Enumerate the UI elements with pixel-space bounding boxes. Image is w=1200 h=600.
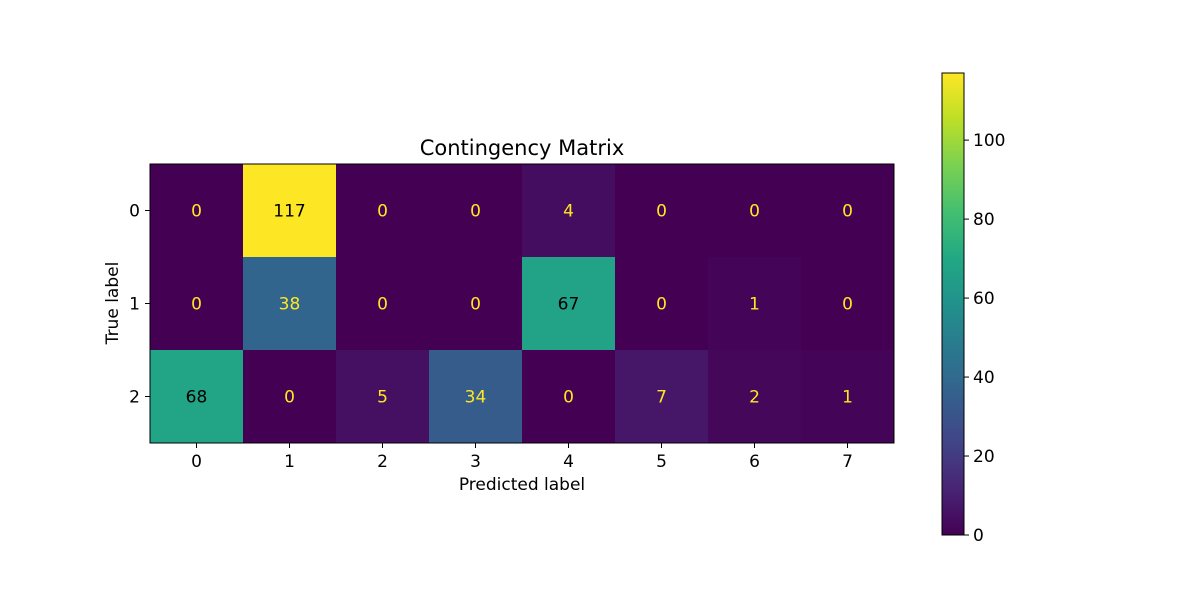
heatmap-cell [150,164,244,258]
colorbar-tick-label: 60 [973,289,995,309]
colorbar [941,72,965,536]
x-tick-label: 1 [284,452,295,472]
cell-value-label: 0 [377,202,388,222]
cell-value-label: 0 [842,295,853,315]
cell-labels: 0 117 0 0 4 0 0 0 0 38 0 0 67 0 1 0 68 0 5 34 0 7 2 1 [186,202,853,408]
heatmap-cell [522,350,616,444]
cell-value-label: 67 [558,295,580,315]
heatmap-cell [615,350,709,444]
colorbar-tick-label: 80 [973,210,995,230]
heatmap-cell [708,350,802,444]
cell-value-label: 1 [842,388,853,408]
cell-value-label: 0 [284,388,295,408]
cell-value-label: 0 [563,388,574,408]
colorbar-tick-label: 40 [973,368,995,388]
cell-value-label: 68 [186,388,208,408]
x-axis-label: Predicted label [459,475,585,495]
colorbar-ticks: 0 20 40 60 80 100 [964,131,1005,546]
cell-value-label: 0 [842,202,853,222]
x-tick-label: 6 [749,452,760,472]
heatmap-cell [801,164,895,258]
cell-value-label: 34 [465,388,487,408]
chart-title: Contingency Matrix [420,136,625,160]
heatmap-cell [150,257,244,351]
y-axis-label: True label [103,262,123,346]
heatmap-cell [429,164,523,258]
cell-value-label: 0 [191,202,202,222]
heatmap-cell [243,350,337,444]
cell-value-label: 117 [273,202,305,222]
x-axis-ticks: 0 1 2 3 4 5 6 7 [191,443,853,472]
heatmap-cell [429,350,523,444]
heatmap-cell [522,257,616,351]
x-tick-label: 7 [842,452,853,472]
cell-value-label: 0 [470,295,481,315]
heatmap-cell [336,164,430,258]
x-tick-label: 5 [656,452,667,472]
heatmap-cell [336,257,430,351]
cell-value-label: 0 [377,295,388,315]
cell-value-label: 0 [470,202,481,222]
heatmap-cells [150,164,895,444]
cell-value-label: 0 [749,202,760,222]
cell-value-label: 0 [191,295,202,315]
cell-value-label: 0 [656,295,667,315]
cell-value-label: 7 [656,388,667,408]
heatmap-cell [708,257,802,351]
cell-value-label: 0 [656,202,667,222]
heatmap-cell [615,257,709,351]
heatmap-cell [336,350,430,444]
cell-value-label: 5 [377,388,388,408]
x-tick-label: 2 [377,452,388,472]
colorbar-tick-label: 0 [973,526,984,546]
x-tick-label: 3 [470,452,481,472]
cell-value-label: 1 [749,295,760,315]
y-tick-label: 2 [129,388,140,408]
heatmap-cell [801,350,895,444]
x-tick-label: 4 [563,452,574,472]
cell-value-label: 38 [279,295,301,315]
heatmap-cell [615,164,709,258]
heatmap-cell [150,350,244,444]
heatmap-cell [243,164,337,258]
cell-value-label: 2 [749,388,760,408]
heatmap-cell [801,257,895,351]
heatmap-cell [429,257,523,351]
colorbar-tick-label: 100 [973,131,1005,151]
colorbar-tick-label: 20 [973,447,995,467]
heatmap-cell [243,257,337,351]
heatmap-cell [522,164,616,258]
cell-value-label: 4 [563,202,574,222]
y-tick-label: 0 [129,202,140,222]
x-tick-label: 0 [191,452,202,472]
y-tick-label: 1 [129,295,140,315]
heatmap-cell [708,164,802,258]
y-axis-ticks: 0 1 2 [129,202,150,408]
